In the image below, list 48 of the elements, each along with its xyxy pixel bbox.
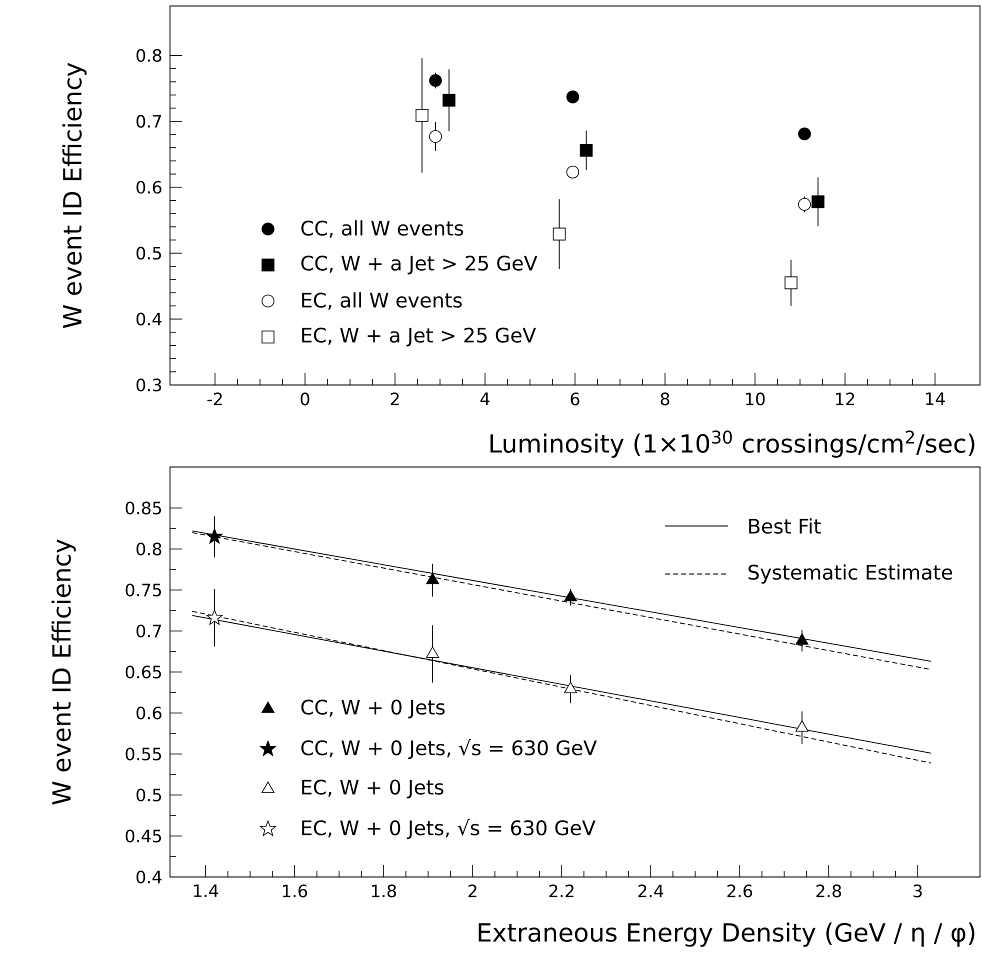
y-tick-label: 0.8 [136,542,162,556]
x-tick-label: 1.6 [282,884,308,898]
x-axis-title: Extraneous Energy Density (GeV / η / φ) [478,922,974,947]
x-tick-label: 2.4 [638,884,664,898]
x-tick-label: 8 [660,392,670,406]
y-axis-title: W event ID Efficiency [62,62,87,328]
x-tick-label: 0 [300,392,310,406]
y-tick-label: 0.55 [126,748,161,760]
legend-label: Systematic Estimate [748,564,952,584]
y-tick-label: 0.3 [136,378,162,392]
x-tick-label: -2 [207,392,222,406]
legend-label: EC, W + 0 Jets [302,780,444,798]
x-tick-label: 2 [390,392,399,406]
legend-label: CC, W + 0 Jets [301,700,445,718]
legend-label: CC, W + a Jet > 25 GeV [301,256,538,274]
legend-label: Best Fit [749,518,821,534]
y-tick-label: 0.5 [136,246,161,260]
y-tick-label: 0.4 [136,870,162,884]
y-tick-label: 0.7 [136,624,162,638]
x-tick-label: 3 [914,884,922,898]
y-tick-label: 0.4 [136,312,162,326]
y-tick-label: 0.75 [126,584,161,596]
y-tick-label: 0.6 [136,180,162,194]
x-tick-label: 1.4 [194,884,218,897]
x-tick-label: 2.8 [816,884,842,898]
legend-label: CC, all W events [301,220,464,238]
y-tick-label: 0.7 [136,114,162,128]
x-axis-title: Luminosity (1×10$^{30}$ crossings/cm$^{2}$/sec) [490,430,974,458]
x-tick-label: 2.2 [549,884,574,898]
y-tick-label: 0.45 [126,830,161,842]
x-tick-label: 6 [570,392,580,406]
y-tick-label: 0.6 [136,706,162,720]
y-tick-label: 0.65 [126,666,161,678]
legend-label: EC, W + a Jet > 25 GeV [302,328,536,346]
y-tick-label: 0.8 [136,48,162,62]
x-tick-label: 1.8 [372,884,396,898]
x-tick-label: 10 [746,392,765,406]
y-axis-title: W event ID Efficiency [52,539,76,805]
x-tick-label: 2 [468,884,476,898]
x-tick-label: 12 [836,392,854,406]
y-tick-label: 0.85 [126,502,161,514]
legend-label: EC, all W events [302,292,462,310]
x-tick-label: 4 [480,392,490,405]
y-tick-label: 0.5 [136,788,161,802]
x-tick-label: 14 [926,392,945,405]
legend-label: EC, W + 0 Jets, √s = 630 GeV [302,818,596,840]
x-tick-label: 2.6 [727,884,752,898]
legend-label: CC, W + 0 Jets, √s = 630 GeV [301,738,597,760]
